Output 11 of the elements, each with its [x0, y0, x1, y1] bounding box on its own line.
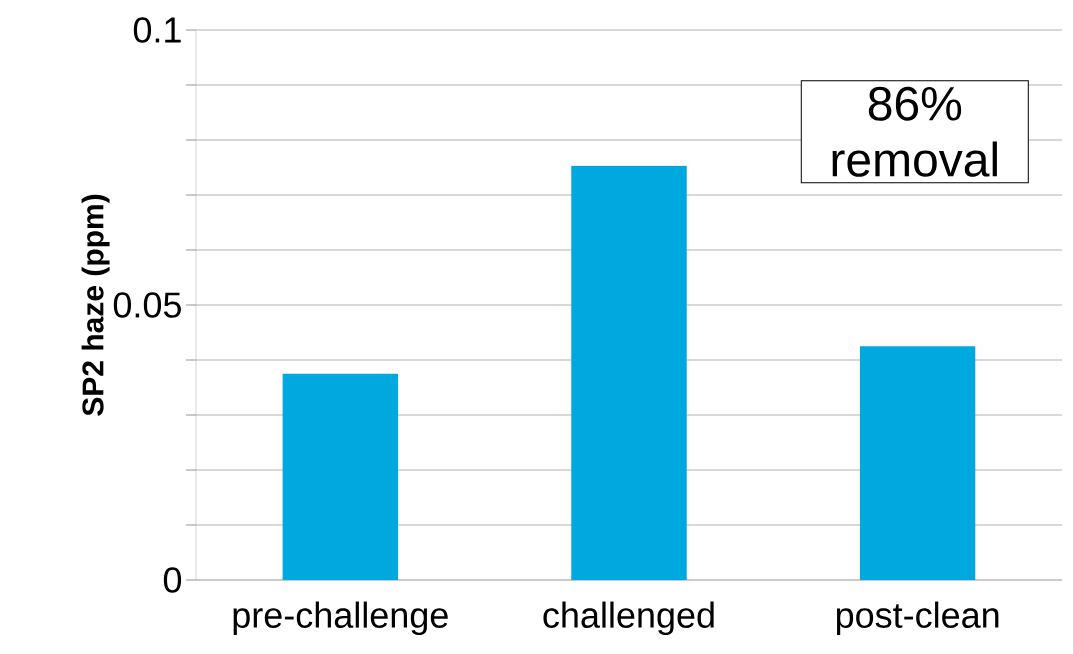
y-tick-label: 0.1: [133, 17, 181, 43]
bar: [282, 373, 399, 580]
bar: [859, 346, 976, 580]
x-tick-label: challenged: [543, 601, 714, 636]
annotation: 86% removal: [832, 86, 997, 177]
y-axis-title: SP2 haze (ppm): [81, 194, 110, 416]
y-tick-label: 0.05: [113, 292, 181, 318]
x-tick-label: post-clean: [836, 601, 999, 636]
y-tick-label: 0: [163, 567, 182, 593]
bar: [571, 165, 687, 580]
x-tick-label: pre-challenge: [233, 601, 448, 636]
